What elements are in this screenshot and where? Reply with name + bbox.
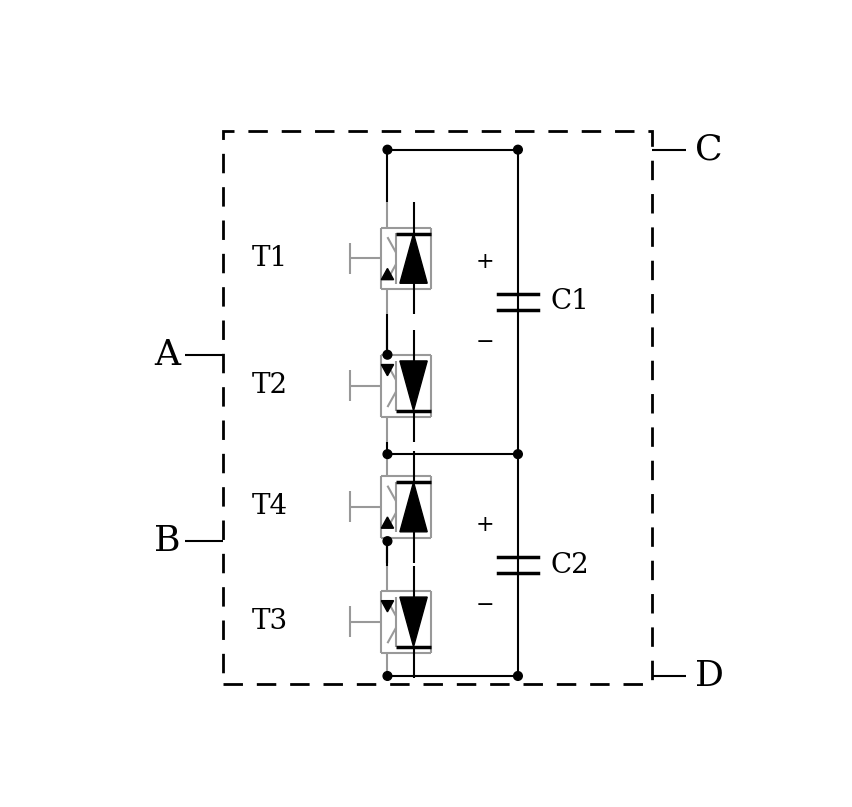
Circle shape [383,537,391,546]
Polygon shape [400,233,427,283]
Circle shape [513,671,521,680]
Text: C: C [694,132,722,167]
Polygon shape [400,361,427,411]
Circle shape [383,350,391,359]
Polygon shape [400,482,427,532]
Polygon shape [381,600,393,612]
Circle shape [383,145,391,154]
Text: T2: T2 [251,372,288,399]
Text: T1: T1 [251,245,288,272]
Polygon shape [400,597,427,646]
Circle shape [383,449,391,458]
Text: T3: T3 [251,608,288,635]
Text: D: D [694,659,723,693]
Polygon shape [381,365,393,376]
Text: B: B [153,524,180,558]
Text: T4: T4 [251,493,288,521]
Text: +: + [475,514,494,536]
Text: A: A [153,337,180,372]
Text: C2: C2 [550,551,589,579]
Text: +: + [475,250,494,273]
Text: C1: C1 [550,288,589,316]
Circle shape [383,671,391,680]
Circle shape [513,449,521,458]
Text: −: − [475,595,494,617]
Text: −: − [475,332,494,353]
Circle shape [513,145,521,154]
Polygon shape [381,269,393,280]
Polygon shape [381,517,393,529]
